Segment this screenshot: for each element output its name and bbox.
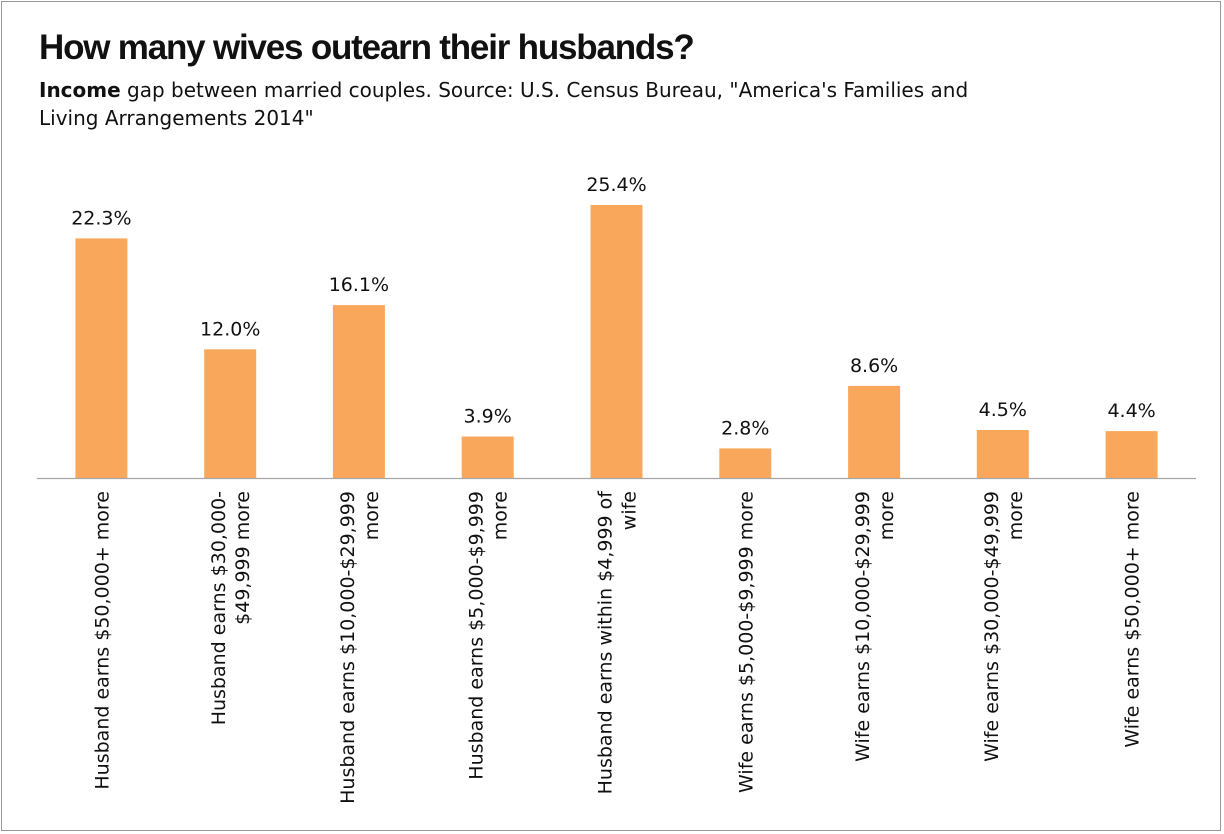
category-label-6-line-1: Wife earns $5,000-$9,999 more [735,491,757,793]
category-label-1: Husband earns $50,000+ more [91,491,113,790]
category-label-3-line-2: more [361,491,383,540]
category-label-3-line-1: Husband earns $10,000-$29,999 [337,491,359,804]
category-label-7-line-1: Wife earns $10,000-$29,999 [852,491,874,762]
bar-8 [976,430,1029,479]
data-label-2: 12.0% [200,318,260,340]
category-label-7-line-2: more [876,491,898,540]
subtitle-text: gap between married couples. Source: U.S… [39,78,969,130]
data-label-1: 22.3% [71,207,131,229]
bar-7 [848,385,901,479]
bar-1 [75,238,128,479]
chart-title: How many wives outearn their husbands? [39,28,695,67]
data-label-5: 25.4% [586,174,646,196]
data-label-3: 16.1% [329,274,389,296]
bar-3 [332,305,385,479]
bar-5 [590,205,643,479]
category-label-2-line-2: $49,999 more [232,491,254,625]
category-label-4-line-2: more [490,491,512,540]
data-label-8: 4.5% [979,399,1027,421]
category-label-2-line-1: Husband earns $30,000- [208,491,230,725]
bar-6 [719,448,772,479]
bar-2 [204,349,257,479]
category-label-1-line-1: Husband earns $50,000+ more [91,491,113,790]
data-label-9: 4.4% [1107,400,1155,422]
category-label-3: Husband earns $10,000-$29,999 more [337,491,383,804]
category-label-4: Husband earns $5,000-$9,999 more [466,491,512,780]
category-label-8: Wife earns $30,000-$49,999 more [981,491,1027,762]
category-label-5: Husband earns within $4,999 of wife [595,490,641,795]
data-label-6: 2.8% [721,417,769,439]
category-label-5-line-1: Husband earns within $4,999 of [595,490,617,795]
data-label-4: 3.9% [464,406,512,428]
category-label-8-line-1: Wife earns $30,000-$49,999 [981,491,1003,762]
category-label-7: Wife earns $10,000-$29,999 more [852,491,898,762]
category-label-4-line-1: Husband earns $5,000-$9,999 [466,491,488,780]
category-label-9-line-1: Wife earns $50,000+ more [1122,491,1144,748]
bar-4 [461,436,514,479]
category-label-9: Wife earns $50,000+ more [1122,491,1144,748]
bar-9 [1105,431,1158,479]
category-label-8-line-2: more [1005,491,1027,540]
category-label-2: Husband earns $30,000- $49,999 more [208,491,254,725]
data-label-7: 8.6% [850,355,898,377]
category-label-6: Wife earns $5,000-$9,999 more [735,491,757,793]
chart-subtitle: Income gap between married couples. Sour… [39,76,1019,132]
category-label-5-line-2: wife [619,491,641,530]
subtitle-lead: Income [39,78,121,102]
